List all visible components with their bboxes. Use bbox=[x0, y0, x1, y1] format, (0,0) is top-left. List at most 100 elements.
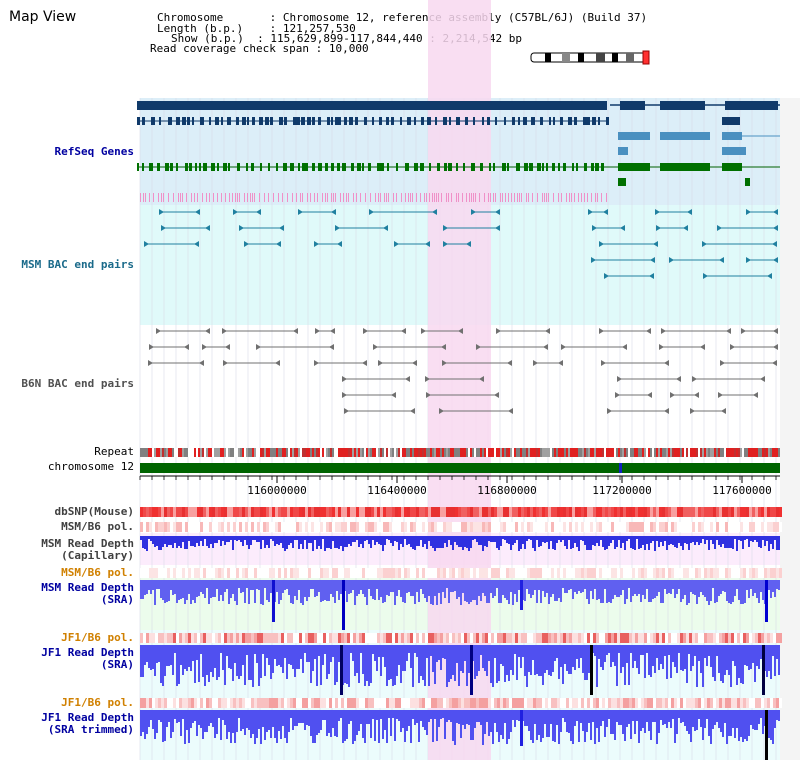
heat-cell bbox=[629, 522, 632, 532]
heat-cell bbox=[386, 633, 389, 643]
depth-bar bbox=[322, 710, 324, 720]
refseq-exon bbox=[168, 117, 172, 125]
heat-cell bbox=[371, 507, 374, 517]
msm-b6-pol-track-2[interactable] bbox=[140, 568, 782, 578]
refseq-gene bbox=[618, 132, 650, 140]
msm-b6-pol-track-1[interactable] bbox=[140, 522, 782, 532]
depth-spike bbox=[590, 645, 593, 695]
heat-cell bbox=[467, 633, 470, 643]
heat-cell bbox=[602, 507, 605, 517]
depth-bar bbox=[596, 580, 598, 600]
heat-cell bbox=[572, 698, 575, 708]
refseq-exon bbox=[318, 163, 322, 171]
depth-bar bbox=[336, 710, 338, 737]
heat-cell bbox=[266, 507, 269, 517]
depth-bar bbox=[232, 580, 234, 594]
heat-cell bbox=[386, 568, 389, 578]
heat-cell bbox=[689, 522, 692, 532]
depth-bar bbox=[640, 710, 642, 731]
repeat-track[interactable] bbox=[140, 448, 780, 457]
depth-bar bbox=[536, 580, 538, 603]
depth-bar bbox=[552, 710, 554, 741]
depth-bar bbox=[372, 580, 374, 599]
repeat-segment bbox=[192, 448, 194, 457]
heat-cell bbox=[416, 633, 419, 643]
depth-bar bbox=[354, 645, 356, 676]
b6n-bac-end-pairs-track[interactable] bbox=[148, 328, 778, 414]
depth-bar bbox=[714, 710, 716, 725]
depth-bar bbox=[672, 580, 674, 589]
depth-bar bbox=[742, 580, 744, 604]
heat-cell bbox=[254, 633, 257, 643]
depth-bar bbox=[280, 645, 282, 667]
repeat-segment bbox=[150, 448, 152, 457]
depth-bar bbox=[684, 710, 686, 726]
depth-bar bbox=[338, 645, 340, 662]
heat-cell bbox=[173, 522, 176, 532]
depth-bar bbox=[570, 645, 572, 674]
bac-end-marker bbox=[276, 241, 281, 247]
depth-bar bbox=[244, 710, 246, 735]
depth-bar bbox=[264, 580, 266, 588]
heat-cell bbox=[332, 522, 335, 532]
depth-bar bbox=[426, 580, 428, 602]
heat-cell bbox=[746, 568, 749, 578]
heat-cell bbox=[197, 698, 200, 708]
heat-cell bbox=[500, 522, 503, 532]
heat-cell bbox=[632, 698, 635, 708]
refseq-genes-track[interactable] bbox=[137, 101, 780, 202]
bac-end-marker bbox=[730, 344, 735, 350]
heat-cell bbox=[248, 568, 251, 578]
jf1-b6-pol-track-2[interactable] bbox=[140, 698, 782, 708]
chromosome-ideogram[interactable] bbox=[530, 50, 650, 65]
heat-cell bbox=[725, 698, 728, 708]
heat-cell bbox=[203, 568, 206, 578]
msm-read-depth-sra-track[interactable] bbox=[140, 580, 780, 630]
depth-bar bbox=[260, 536, 262, 549]
heat-cell bbox=[584, 698, 587, 708]
jf1-read-depth-sra-track[interactable] bbox=[140, 645, 780, 695]
jf1-b6-pol-track-1[interactable] bbox=[140, 633, 782, 643]
heat-cell bbox=[428, 522, 431, 532]
heat-cell bbox=[530, 698, 533, 708]
depth-bar bbox=[160, 645, 162, 683]
msm-bac-end-pairs-track[interactable] bbox=[144, 209, 778, 279]
depth-bar bbox=[284, 536, 286, 551]
heat-cell bbox=[635, 568, 638, 578]
heat-cell bbox=[323, 507, 326, 517]
refseq-tick bbox=[340, 193, 341, 202]
heat-cell bbox=[350, 507, 353, 517]
msm-read-depth-capillary-track[interactable] bbox=[140, 536, 780, 551]
refseq-tick bbox=[584, 193, 585, 202]
heat-cell bbox=[149, 507, 152, 517]
heat-cell bbox=[557, 522, 560, 532]
refseq-tick bbox=[343, 193, 344, 202]
depth-bar bbox=[666, 580, 668, 594]
depth-bar bbox=[408, 580, 410, 592]
heat-cell bbox=[755, 507, 758, 517]
depth-bar bbox=[638, 710, 640, 743]
heat-cell bbox=[689, 507, 692, 517]
heat-cell bbox=[191, 698, 194, 708]
depth-bar bbox=[648, 645, 650, 675]
jf1-read-depth-trimmed-track[interactable] bbox=[140, 710, 780, 760]
depth-bar bbox=[386, 580, 388, 595]
depth-bar bbox=[356, 710, 358, 735]
repeat-segment bbox=[278, 448, 280, 457]
depth-bar bbox=[382, 580, 384, 603]
heat-cell bbox=[749, 633, 752, 643]
depth-bar bbox=[590, 580, 592, 591]
heat-cell bbox=[530, 568, 533, 578]
refseq-exon bbox=[407, 117, 411, 125]
repeat-segment bbox=[462, 448, 464, 457]
chromosome-bar[interactable] bbox=[140, 463, 780, 473]
repeat-segment bbox=[280, 448, 282, 457]
heat-cell bbox=[692, 568, 695, 578]
heat-cell bbox=[680, 507, 683, 517]
depth-bar bbox=[244, 580, 246, 603]
bac-end-marker bbox=[159, 209, 164, 215]
depth-bar bbox=[518, 536, 520, 551]
bac-end-marker bbox=[373, 344, 378, 350]
dbsnp-track[interactable] bbox=[140, 507, 782, 517]
